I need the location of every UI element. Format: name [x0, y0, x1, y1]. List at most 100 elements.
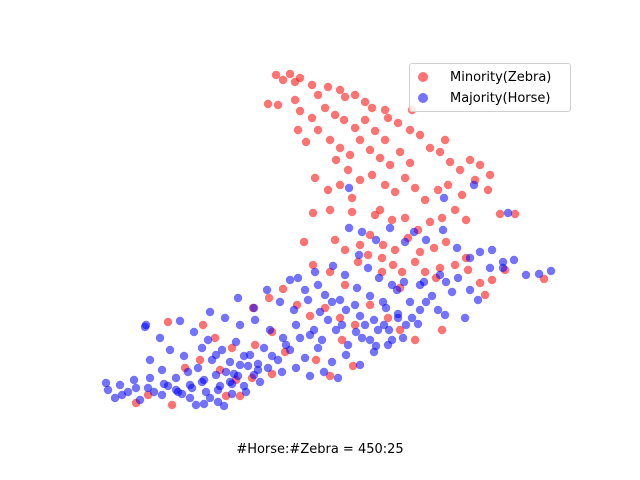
zebra-point	[278, 75, 288, 85]
zebra-point	[388, 260, 398, 270]
zebra-point	[285, 69, 295, 79]
zebra-point	[425, 143, 435, 153]
horse-point	[175, 316, 185, 326]
zebra-point	[310, 173, 320, 183]
horse-point	[323, 315, 333, 325]
horse-point	[498, 263, 508, 273]
horse-point	[215, 381, 225, 391]
horse-point	[521, 270, 531, 280]
horse-point	[399, 277, 409, 287]
horse-point	[352, 283, 362, 293]
zebra-point	[307, 113, 317, 123]
horse-point	[110, 393, 120, 403]
horse-point	[534, 269, 544, 279]
zebra-point	[397, 267, 407, 277]
horse-point	[398, 333, 408, 343]
zebra-point	[410, 183, 420, 193]
horse-point	[143, 383, 153, 393]
horse-point	[277, 367, 287, 377]
horse-point	[473, 295, 483, 305]
zebra-point	[290, 95, 300, 105]
zebra-point	[311, 355, 321, 365]
horse-point	[365, 291, 375, 301]
horse-point	[165, 345, 175, 355]
horse-point	[373, 325, 383, 335]
horse-point	[233, 293, 243, 303]
horse-point	[145, 373, 155, 383]
horse-point	[340, 270, 350, 280]
zebra-point	[295, 106, 305, 116]
zebra-point	[410, 257, 420, 267]
zebra-point	[340, 92, 350, 102]
zebra-point	[429, 243, 439, 253]
legend-label-majority: Majority(Horse)	[450, 90, 551, 106]
zebra-point	[435, 147, 445, 157]
horse-point	[309, 325, 319, 335]
series-majority	[101, 180, 556, 411]
horse-point	[509, 255, 519, 265]
zebra-point	[340, 280, 350, 290]
zebra-point	[339, 115, 349, 125]
horse-point	[351, 327, 361, 337]
zebra-point	[395, 147, 405, 157]
horse-point	[131, 383, 141, 393]
horse-point	[239, 381, 249, 391]
zebra-point	[278, 284, 288, 294]
horse-point	[400, 237, 410, 247]
legend-marker-majority	[418, 93, 428, 103]
horse-point	[317, 335, 327, 345]
horse-point	[253, 359, 263, 369]
zebra-point	[450, 260, 460, 270]
zebra-point	[390, 187, 400, 197]
zebra-point	[320, 103, 330, 113]
horse-point	[465, 253, 475, 263]
horse-point	[369, 347, 379, 357]
horse-point	[438, 225, 448, 235]
zebra-point	[405, 125, 415, 135]
horse-point	[409, 227, 419, 237]
zebra-point	[370, 210, 380, 220]
horse-point	[263, 363, 273, 373]
horse-point	[355, 311, 365, 321]
zebra-point	[435, 263, 445, 273]
horse-point	[303, 295, 313, 305]
zebra-point	[380, 180, 390, 190]
zebra-point	[437, 213, 447, 223]
horse-point	[421, 297, 431, 307]
horse-point	[201, 387, 211, 397]
chart-legend: Minority(Zebra) Majority(Horse)	[409, 63, 571, 112]
zebra-point	[378, 240, 388, 250]
horse-point	[221, 367, 231, 377]
zebra-point	[350, 320, 360, 330]
zebra-point	[375, 153, 385, 163]
horse-point	[413, 319, 423, 329]
zebra-point	[348, 361, 358, 371]
zebra-point	[387, 215, 397, 225]
horse-point	[374, 273, 384, 283]
horse-point	[155, 333, 165, 343]
zebra-point	[437, 325, 447, 335]
horse-point	[189, 327, 199, 337]
zebra-point	[345, 150, 355, 160]
horse-point	[320, 290, 330, 300]
zebra-point	[393, 118, 403, 128]
horse-point	[407, 313, 417, 323]
zebra-point	[441, 237, 451, 247]
horse-point	[341, 305, 351, 315]
horse-point	[187, 383, 197, 393]
horse-point	[300, 353, 310, 363]
horse-point	[439, 193, 449, 203]
zebra-point	[367, 103, 377, 113]
horse-point	[485, 263, 495, 273]
horse-point	[387, 335, 397, 345]
horse-point	[267, 351, 277, 361]
horse-point	[300, 285, 310, 295]
zebra-point	[331, 155, 341, 165]
zebra-point	[383, 313, 393, 323]
horse-point	[315, 307, 325, 317]
zebra-point	[227, 343, 237, 353]
horse-point	[360, 320, 370, 330]
horse-point	[381, 303, 391, 313]
horse-point	[440, 310, 450, 320]
zebra-point	[457, 190, 467, 200]
